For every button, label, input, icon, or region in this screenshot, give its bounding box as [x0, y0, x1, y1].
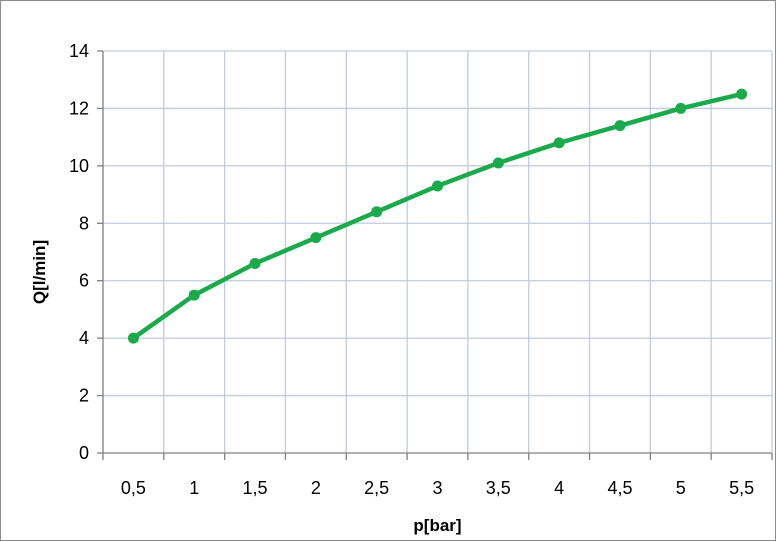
y-axis-title: Q[l/min]: [30, 240, 49, 304]
x-tick-label: 5: [676, 478, 686, 498]
x-tick-label: 2: [311, 478, 321, 498]
y-tick-label: 12: [69, 98, 89, 118]
x-tick-label: 5,5: [729, 478, 754, 498]
x-tick-label: 2,5: [364, 478, 389, 498]
x-tick-label: 1,5: [243, 478, 268, 498]
x-tick-label: 4: [554, 478, 564, 498]
tick-labels: 0 2 4 6 8 10 12 14 0,5 1 1,5 2 2,5 3 3,5 4 4,5 5 5,5: [69, 41, 754, 498]
data-point: [492, 157, 504, 169]
data-point: [736, 88, 748, 100]
data-series: [127, 88, 748, 344]
data-point: [127, 332, 139, 344]
gridlines: [103, 50, 773, 453]
x-tick-label: 3,5: [486, 478, 511, 498]
axes: [97, 50, 773, 460]
y-tick-label: 4: [79, 328, 89, 348]
y-tick-label: 14: [69, 41, 89, 61]
x-tick-label: 1: [189, 478, 199, 498]
data-point: [310, 232, 322, 244]
x-tick-label: 3: [432, 478, 442, 498]
y-tick-label: 10: [69, 156, 89, 176]
data-point: [553, 137, 565, 149]
data-point: [432, 180, 443, 192]
data-point: [675, 102, 687, 114]
x-tick-label: 0,5: [121, 478, 146, 498]
x-tick-label: 4,5: [607, 478, 632, 498]
data-point: [249, 257, 261, 269]
x-axis-title: p[bar]: [413, 516, 461, 535]
y-tick-label: 6: [79, 271, 89, 291]
y-tick-label: 2: [79, 386, 89, 406]
y-tick-label: 8: [79, 213, 89, 233]
data-point: [188, 289, 200, 301]
data-point: [614, 120, 626, 132]
y-tick-label: 0: [79, 443, 89, 463]
data-point: [371, 206, 383, 218]
